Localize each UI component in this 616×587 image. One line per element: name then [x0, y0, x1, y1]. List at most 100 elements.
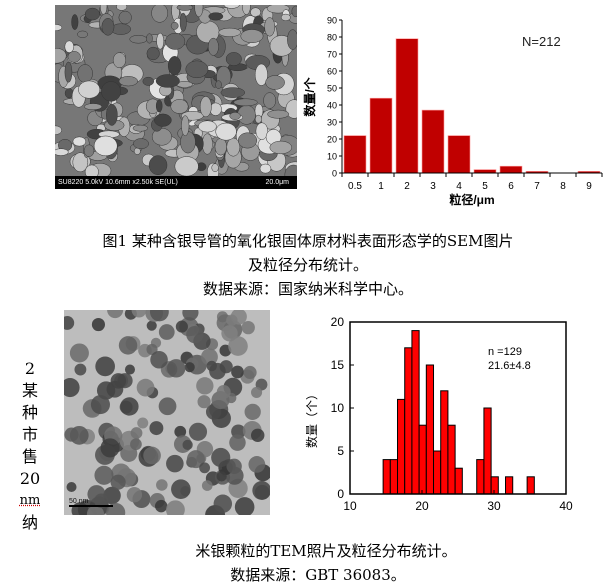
sem-particle — [208, 12, 224, 21]
x-tick-label: 5 — [482, 181, 488, 192]
sem-particle — [265, 75, 285, 90]
sem-particle — [78, 80, 101, 99]
sem-particle — [250, 7, 261, 18]
tem-particle — [188, 422, 208, 441]
sem-particle — [218, 27, 241, 37]
x-tick-label: 40 — [559, 499, 573, 513]
y-axis-label: 数量/个 — [302, 76, 317, 116]
histogram-bar — [404, 347, 413, 495]
histogram-bar — [433, 450, 442, 495]
histogram-bar — [369, 97, 393, 174]
sem-particle — [233, 98, 258, 107]
y-tick-label: 30 — [327, 118, 337, 128]
sem-particle — [220, 87, 245, 98]
tem-particle — [196, 377, 214, 395]
sem-particle — [240, 29, 264, 44]
tem-particle — [197, 395, 211, 409]
histogram-bar — [526, 476, 535, 495]
x-tick-label: 9 — [586, 181, 592, 192]
sem-particle — [180, 131, 196, 154]
x-tick-label: 1 — [378, 181, 384, 192]
figure2-caption-line1: 米银颗粒的TEM照片及粒径分布统计。 — [195, 542, 457, 560]
tem-particle — [209, 362, 226, 380]
histogram-bar — [490, 476, 499, 495]
histogram-bar — [476, 459, 485, 495]
tem-particle — [221, 325, 238, 342]
sem-particle — [118, 76, 138, 87]
y-tick-label: 10 — [327, 152, 337, 162]
tem-particle — [248, 456, 266, 473]
sem-particle — [154, 113, 172, 127]
tem-particle — [166, 454, 184, 473]
sem-particle — [167, 56, 182, 76]
tem-particle — [110, 373, 127, 389]
y-tick-label: 90 — [327, 16, 337, 26]
figure1-caption-line1: 图1 某种含银导管的氧化银固体原材料表面形态学的SEM图片 — [102, 232, 514, 250]
tem-texture — [64, 310, 270, 515]
tem-particle — [182, 439, 193, 451]
x-tick-label: 8 — [560, 181, 566, 192]
tem-particle — [216, 385, 231, 400]
sem-particle — [238, 132, 257, 149]
tem-particle — [130, 427, 143, 439]
x-tick-label: 7 — [534, 181, 540, 192]
tem-particle — [150, 350, 168, 369]
tem-particle — [90, 395, 110, 415]
sem-particle — [207, 37, 219, 56]
sem-particle — [229, 112, 241, 120]
tem-particle — [201, 348, 218, 366]
sem-particle — [255, 114, 262, 124]
y-tick-label: 40 — [327, 101, 337, 111]
sem-particle — [291, 5, 297, 18]
side-char: 20 — [19, 469, 41, 488]
x-tick-label: 0.5 — [348, 181, 362, 192]
sem-particle — [226, 137, 241, 157]
side-char: 售 — [21, 447, 38, 466]
histogram-bar — [483, 407, 492, 495]
tem-particle — [124, 364, 135, 375]
histogram-bar — [447, 424, 456, 495]
tem-particle — [64, 315, 75, 330]
tem-particle — [199, 462, 211, 474]
sem-particle — [129, 34, 148, 44]
sem-particle — [199, 96, 212, 118]
sem-particle — [101, 81, 121, 102]
tem-particle — [244, 403, 261, 420]
sem-particle — [155, 74, 180, 88]
y-tick-label: 80 — [327, 33, 337, 43]
tem-particle — [149, 310, 169, 322]
tem-particle — [231, 365, 244, 379]
tem-particle — [69, 343, 89, 363]
figure1-caption-line2: 及粒径分布统计。 — [247, 256, 368, 274]
sem-particle — [146, 46, 160, 61]
tem-particle — [226, 314, 238, 326]
sem-particle — [83, 144, 95, 157]
tem-particle — [171, 479, 191, 499]
sem-particle — [151, 5, 169, 23]
tem-particle — [250, 428, 265, 443]
x-tick-label: 3 — [430, 181, 436, 192]
sem-particle — [71, 14, 79, 30]
side-char: 2 — [24, 359, 36, 378]
sem-particle — [264, 17, 276, 37]
annotation-mean: 21.6±4.8 — [488, 360, 531, 372]
x-tick-label: 2 — [404, 181, 410, 192]
sem-particle — [106, 104, 118, 126]
sem-particle — [198, 120, 217, 133]
tem-particle — [213, 494, 233, 514]
sem-particle — [77, 30, 88, 38]
sem-particle — [211, 163, 219, 173]
side-char: 某 — [21, 381, 38, 400]
sem-particle — [280, 13, 291, 21]
sem-particle — [267, 109, 290, 119]
annotation-n: n =129 — [488, 346, 522, 358]
histogram-bar — [395, 38, 419, 174]
tem-particle — [154, 499, 168, 513]
tem-particle — [137, 417, 149, 429]
tem-particle — [74, 363, 87, 376]
tem-particle — [234, 497, 255, 515]
y-tick-label: 70 — [327, 50, 337, 60]
sem-particle — [148, 155, 168, 175]
y-tick-label: 15 — [331, 358, 345, 372]
x-tick-label: 4 — [456, 181, 462, 192]
